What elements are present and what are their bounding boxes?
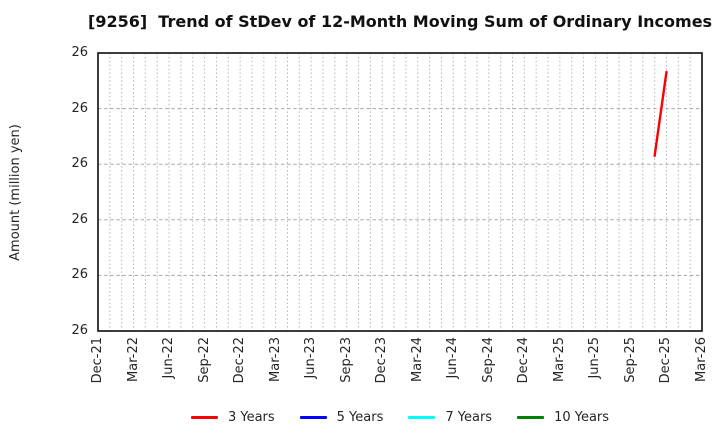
- x-tick-label: Mar-24: [409, 337, 425, 382]
- legend-item-10-years: 10 Years: [517, 410, 609, 425]
- x-tick-label: Mar-23: [267, 337, 283, 382]
- x-tick-label: Dec-21: [90, 337, 105, 384]
- x-tick-label: Mar-26: [694, 337, 709, 382]
- x-tick-label: Jun-24: [445, 337, 461, 379]
- x-tick-label: Sep-23: [338, 337, 354, 383]
- x-tick-label: Dec-24: [516, 337, 532, 384]
- x-tick-label: Dec-22: [232, 337, 248, 384]
- legend-item-7-years: 7 Years: [408, 410, 492, 425]
- legend-label: 3 Years: [227, 409, 275, 425]
- legend-item-3-years: 3 Years: [190, 409, 275, 425]
- legend-item-5-years: 5 Years: [299, 409, 384, 425]
- x-tick-label: Sep-24: [480, 337, 496, 383]
- y-tick-label: 26: [71, 323, 88, 338]
- series-line-3-years: [653, 70, 668, 158]
- y-tick-label: 26: [71, 156, 88, 172]
- y-tick-label: 26: [71, 211, 88, 227]
- x-tick-label: Sep-25: [622, 337, 638, 383]
- x-tick-label: Dec-25: [658, 337, 674, 384]
- y-tick-label: 26: [71, 45, 88, 60]
- x-tick-label: Jun-25: [587, 337, 603, 379]
- legend-label: 5 Years: [336, 409, 384, 425]
- legend-label: 10 Years: [554, 409, 610, 425]
- x-tick-label: Jun-22: [161, 337, 177, 379]
- chart-legend: 3 Years 5 Years 7 Years 10 Years: [98, 404, 702, 430]
- x-tick-label: Mar-22: [125, 337, 141, 382]
- y-tick-label: 26: [71, 100, 88, 116]
- legend-color-swatch: [299, 415, 327, 419]
- x-tick-label: Mar-25: [551, 337, 567, 382]
- legend-color-swatch: [190, 415, 218, 419]
- x-tick-label: Jun-23: [303, 337, 319, 379]
- plot-border: [97, 52, 703, 332]
- x-tick-label: Sep-22: [196, 337, 212, 383]
- y-tick-label: 26: [71, 267, 88, 283]
- legend-color-swatch: [517, 415, 545, 419]
- legend-label: 7 Years: [445, 409, 493, 425]
- x-tick-label: Dec-23: [374, 337, 390, 384]
- legend-color-swatch: [408, 415, 436, 419]
